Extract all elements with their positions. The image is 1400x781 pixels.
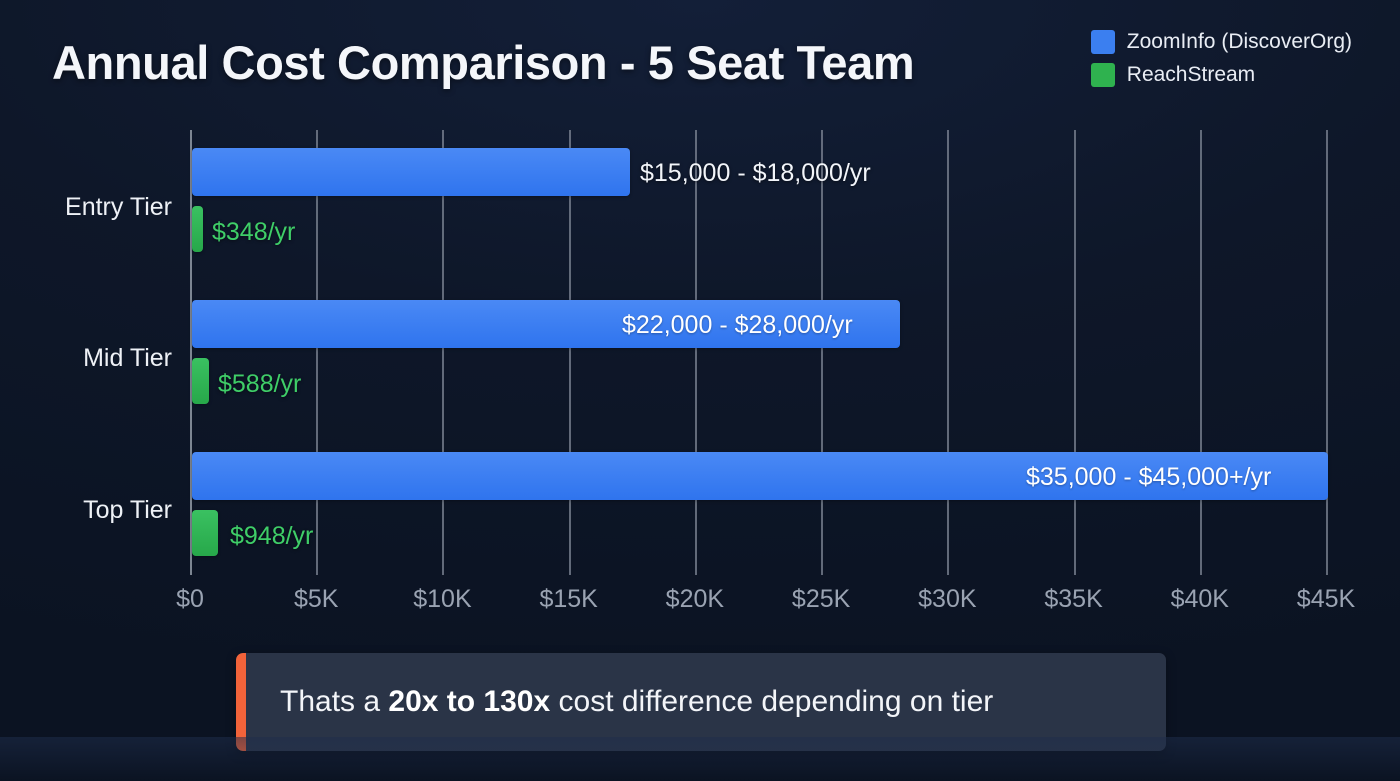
callout-banner: Thats a 20x to 130x cost difference depe…: [236, 653, 1166, 751]
bar-zoominfo-entry-tier: [192, 148, 630, 196]
bar-value-reachstream-entry-tier: $348/yr: [212, 218, 296, 246]
gridline: [1073, 130, 1076, 575]
x-tick-label: $10K: [413, 585, 472, 613]
legend-label-reachstream: ReachStream: [1126, 63, 1256, 86]
category-label-top-tier: Top Tier: [83, 496, 172, 524]
callout-text: Thats a 20x to 130x cost difference depe…: [246, 685, 993, 719]
x-tick-label: $20K: [665, 585, 725, 613]
x-tick-label: $35K: [1044, 585, 1103, 613]
bar-value-zoominfo-mid-tier: $22,000 - $28,000/yr: [622, 311, 853, 339]
gridline: [1199, 130, 1202, 575]
legend-swatch-icon-zoominfo: [1090, 30, 1115, 54]
category-label-entry-tier: Entry Tier: [65, 193, 172, 221]
bar-zoominfo-mid-tier: [192, 300, 900, 348]
gridline: [821, 130, 824, 575]
bar-zoominfo-top-tier: [192, 452, 1328, 500]
gridline: [316, 130, 319, 575]
x-tick-label: $15K: [539, 585, 598, 613]
legend-item-zoominfo: ZoomInfo (DiscoverOrg): [1090, 30, 1352, 54]
bar-reachstream-top-tier: [192, 510, 218, 556]
category-label-mid-tier: Mid Tier: [83, 344, 172, 372]
page-title: Annual Cost Comparison - 5 Seat Team: [52, 36, 915, 89]
callout-accent-bar: [236, 653, 246, 751]
x-tick-label: $5K: [293, 585, 339, 613]
chart-legend: ZoomInfo (DiscoverOrg) ReachStream: [1090, 30, 1352, 87]
x-tick-label: $30K: [918, 585, 977, 613]
legend-swatch-icon-reachstream: [1090, 63, 1115, 87]
gridline: [568, 130, 571, 575]
gridline: [190, 130, 192, 575]
legend-item-reachstream: ReachStream: [1090, 63, 1256, 87]
gridline: [947, 130, 950, 575]
gridline: [694, 130, 697, 575]
bar-value-reachstream-top-tier: $948/yr: [230, 522, 314, 550]
bar-value-zoominfo-top-tier: $35,000 - $45,000+/yr: [1026, 463, 1272, 491]
bar-reachstream-entry-tier: [192, 206, 203, 252]
x-tick-label: $45K: [1296, 585, 1356, 613]
callout-text-after: cost difference depending on tier: [550, 685, 994, 718]
callout-text-before: Thats a: [280, 685, 389, 718]
x-tick-label: $25K: [791, 585, 851, 613]
bar-value-zoominfo-entry-tier: $15,000 - $18,000/yr: [640, 159, 871, 187]
legend-label-zoominfo: ZoomInfo (DiscoverOrg): [1126, 30, 1352, 53]
gridline: [442, 130, 445, 575]
bar-reachstream-mid-tier: [192, 358, 209, 404]
bar-value-reachstream-mid-tier: $588/yr: [218, 370, 302, 398]
callout-emphasis: 20x to 130x: [388, 685, 551, 718]
x-tick-label: $0: [176, 585, 204, 613]
gridline: [1326, 130, 1328, 575]
plot-area: $15,000 - $18,000/yr $348/yr $22,000 - $…: [190, 130, 1328, 575]
x-tick-label: $40K: [1170, 585, 1229, 613]
